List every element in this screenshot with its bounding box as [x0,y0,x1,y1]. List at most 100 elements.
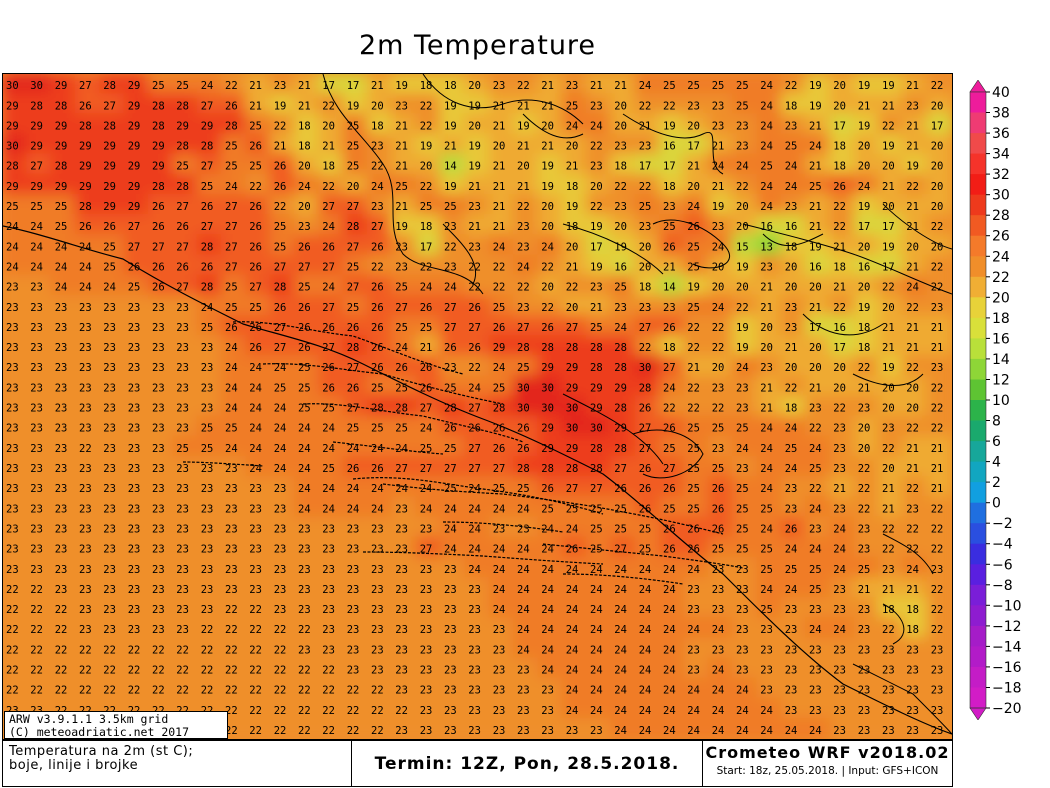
temperature-value: 20 [809,282,822,294]
temperature-cell [878,113,905,136]
temperature-cell [853,214,880,237]
temperature-cell [853,274,880,297]
temperature-value: 19 [736,262,749,274]
temperature-cell [245,335,272,358]
temperature-value: 25 [760,544,773,556]
temperature-value: 23 [468,725,481,737]
temperature-value: 23 [371,624,384,636]
temperature-cell [440,133,467,156]
temperature-value: 23 [420,725,433,737]
temperature-value: 17 [420,241,433,253]
temperature-cell [123,395,150,418]
temperature-cell [26,214,53,237]
temperature-value: 17 [858,221,871,233]
temperature-value: 26 [517,423,530,435]
temperature-cell [75,173,102,196]
temperature-value: 24 [493,503,506,515]
temperature-value: 23 [30,322,43,334]
temperature-cell [342,375,369,398]
temperature-cell [561,173,588,196]
temperature-value: 23 [931,665,944,677]
temperature-value: 23 [30,362,43,374]
temperature-cell [367,415,394,438]
temperature-value: 24 [566,584,579,596]
temperature-cell [148,254,175,277]
temperature-cell [561,113,588,136]
temperature-value: 23 [103,443,116,455]
temperature-cell [245,375,272,398]
temperature-cell [683,415,710,438]
temperature-value: 21 [931,443,944,455]
temperature-value: 30 [6,141,19,153]
temperature-value: 25 [176,161,189,173]
temperature-cell [464,274,491,297]
temperature-value: 20 [931,181,944,193]
temperature-value: 23 [493,624,506,636]
temperature-value: 20 [906,382,919,394]
temperature-cell [172,335,199,358]
temperature-value: 22 [322,100,335,112]
temperature-value: 23 [785,302,798,314]
temperature-value: 19 [468,161,481,173]
temperature-value: 26 [274,181,287,193]
temperature-value: 25 [347,423,360,435]
temperature-value: 23 [152,302,165,314]
temperature-cell [99,234,126,257]
temperature-cell [50,274,77,297]
temperature-cell [3,395,29,418]
temperature-cell [829,415,856,438]
temperature-cell [756,193,783,217]
temperature-value: 27 [420,544,433,556]
temperature-cell [513,193,540,217]
temperature-value: 24 [444,544,457,556]
temperature-value: 24 [517,544,530,556]
temperature-value: 22 [274,685,287,697]
temperature-value: 21 [371,80,384,92]
temperature-cell [464,395,491,418]
temperature-value: 29 [152,141,165,153]
temperature-value: 23 [420,604,433,616]
temperature-cell [659,153,686,176]
temperature-value: 23 [347,604,360,616]
temperature-cell [829,93,856,116]
temperature-cell [707,314,734,337]
temperature-value: 24 [712,705,725,717]
temperature-cell [367,294,394,317]
temperature-value: 21 [760,302,773,314]
temperature-cell [172,234,199,257]
temperature-value: 21 [833,241,846,253]
temperature-value: 23 [298,544,311,556]
temperature-value: 20 [468,120,481,132]
temperature-value: 23 [79,503,92,515]
temperature-value: 22 [468,262,481,274]
temperature-value: 22 [201,624,214,636]
temperature-cell [926,234,952,257]
temperature-value: 23 [517,523,530,535]
temperature-value: 25 [298,403,311,415]
temperature-value: 20 [614,221,627,233]
temperature-value: 22 [931,624,944,636]
temperature-cell [123,375,150,398]
legend-label: 8 [992,414,1001,430]
color-legend: 40 38 36 34 32 30 28 26 24 22 20 18 16 14 12 10 8 6 4 2 0 −2−… [962,79,1048,721]
temperature-value: 23 [736,604,749,616]
temperature-value: 22 [858,463,871,475]
temperature-value: 22 [906,523,919,535]
temperature-value: 23 [128,302,141,314]
temperature-value: 28 [541,463,554,475]
temperature-cell [707,395,734,418]
temperature-value: 20 [858,141,871,153]
temperature-value: 28 [152,181,165,193]
temperature-value: 19 [395,221,408,233]
temperature-value: 27 [274,262,287,274]
legend-label: 14 [992,352,1010,368]
temperature-value: 26 [371,282,384,294]
temperature-value: 23 [128,604,141,616]
temperature-value: 27 [590,483,603,495]
temperature-value: 18 [566,221,579,233]
temperature-value: 25 [298,282,311,294]
legend-label: 6 [992,434,1001,450]
temperature-value: 24 [833,544,846,556]
temperature-value: 25 [712,80,725,92]
temperature-value: 21 [906,322,919,334]
